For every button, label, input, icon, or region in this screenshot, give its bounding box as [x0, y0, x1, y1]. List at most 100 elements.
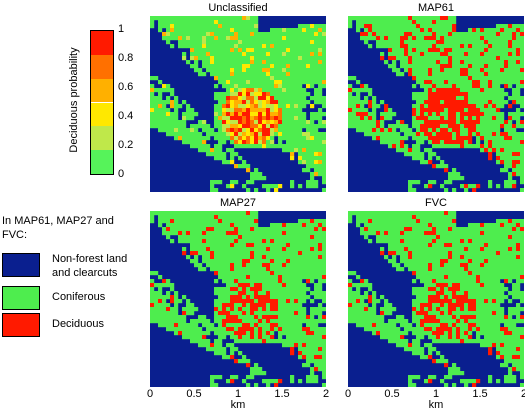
map-cell — [318, 80, 323, 85]
map-cell — [448, 88, 453, 93]
map-cell — [254, 44, 259, 49]
map-cell — [246, 291, 251, 296]
map-cell — [396, 247, 401, 252]
map-cell — [274, 327, 279, 332]
map-cell — [500, 136, 505, 141]
map-cell — [444, 136, 449, 141]
map-cell — [266, 299, 271, 304]
map-cell — [226, 291, 231, 296]
map-cell — [364, 295, 369, 300]
map-cell — [274, 188, 279, 192]
map-cell — [452, 287, 457, 292]
map-cell — [266, 52, 271, 57]
map-cell — [246, 136, 251, 141]
map-cell — [266, 40, 271, 45]
map-cell — [222, 335, 227, 340]
map-cell — [306, 60, 311, 65]
map-cell — [380, 24, 385, 29]
map-cell — [416, 307, 421, 312]
map-cell — [254, 291, 259, 296]
map-cell — [436, 156, 441, 161]
map-cell — [448, 371, 453, 376]
map-cell — [380, 120, 385, 125]
map-cell — [444, 76, 449, 81]
map-cell — [480, 247, 485, 252]
map-cell — [388, 16, 393, 21]
map-cell — [202, 64, 207, 69]
map-cell — [266, 383, 271, 387]
map-cell — [424, 211, 429, 216]
map-cell — [504, 287, 509, 292]
map-cell — [444, 168, 449, 173]
map-cell — [384, 112, 389, 117]
map-cell — [476, 68, 481, 73]
map-cell — [460, 60, 465, 65]
map-cell — [384, 104, 389, 109]
map-cell — [254, 327, 259, 332]
map-cell — [246, 283, 251, 288]
map-cell — [242, 267, 247, 272]
x-tick-label: 0 — [344, 388, 352, 400]
map-cell — [254, 128, 259, 133]
map-cell — [210, 36, 215, 41]
map-cell — [290, 32, 295, 37]
map-cell — [242, 243, 247, 248]
map-cell — [166, 327, 171, 332]
map-cell — [520, 347, 524, 352]
map-cell — [282, 108, 287, 113]
map-cell — [348, 76, 353, 81]
map-cell — [318, 148, 323, 153]
map-cell — [186, 255, 191, 260]
map-cell — [234, 327, 239, 332]
map-cell — [396, 144, 401, 149]
map-cell — [150, 279, 155, 284]
map-cell — [230, 152, 235, 157]
map-cell — [234, 219, 239, 224]
map-cell — [464, 108, 469, 113]
map-cell — [222, 48, 227, 53]
map-cell — [456, 371, 461, 376]
map-cell — [310, 223, 315, 228]
map-cell — [302, 307, 307, 312]
map-cell — [444, 323, 449, 328]
map-cell — [476, 116, 481, 121]
map-cell — [372, 28, 377, 33]
map-cell — [404, 215, 409, 220]
map-cell — [274, 108, 279, 113]
map-cell — [412, 188, 417, 192]
map-cell — [508, 104, 513, 109]
map-cell — [440, 311, 445, 316]
map-cell — [298, 104, 303, 109]
map-cell — [274, 283, 279, 288]
map-cell — [150, 215, 155, 220]
map-cell — [274, 243, 279, 248]
map-cell — [190, 32, 195, 37]
map-cell — [504, 243, 509, 248]
map-cell — [448, 315, 453, 320]
map-cell — [318, 367, 323, 372]
map-cell — [468, 255, 473, 260]
map-cell — [496, 112, 501, 117]
map-cell — [432, 287, 437, 292]
map-cell — [452, 36, 457, 41]
map-cell — [468, 323, 473, 328]
map-cell — [488, 379, 493, 384]
map-cell — [246, 271, 251, 276]
map-cell — [246, 60, 251, 65]
map-cell — [318, 136, 323, 141]
map-cell — [266, 144, 271, 149]
map-cell — [380, 128, 385, 133]
map-cell — [472, 287, 477, 292]
map-cell — [468, 247, 473, 252]
map-cell — [492, 48, 497, 53]
map-cell — [202, 148, 207, 153]
map-cell — [396, 331, 401, 336]
map-cell — [294, 32, 299, 37]
map-cell — [302, 251, 307, 256]
map-cell — [242, 40, 247, 45]
map-cell — [488, 279, 493, 284]
map-cell — [388, 307, 393, 312]
map-cell — [412, 331, 417, 336]
map-cell — [496, 263, 501, 268]
map-cell — [388, 124, 393, 129]
